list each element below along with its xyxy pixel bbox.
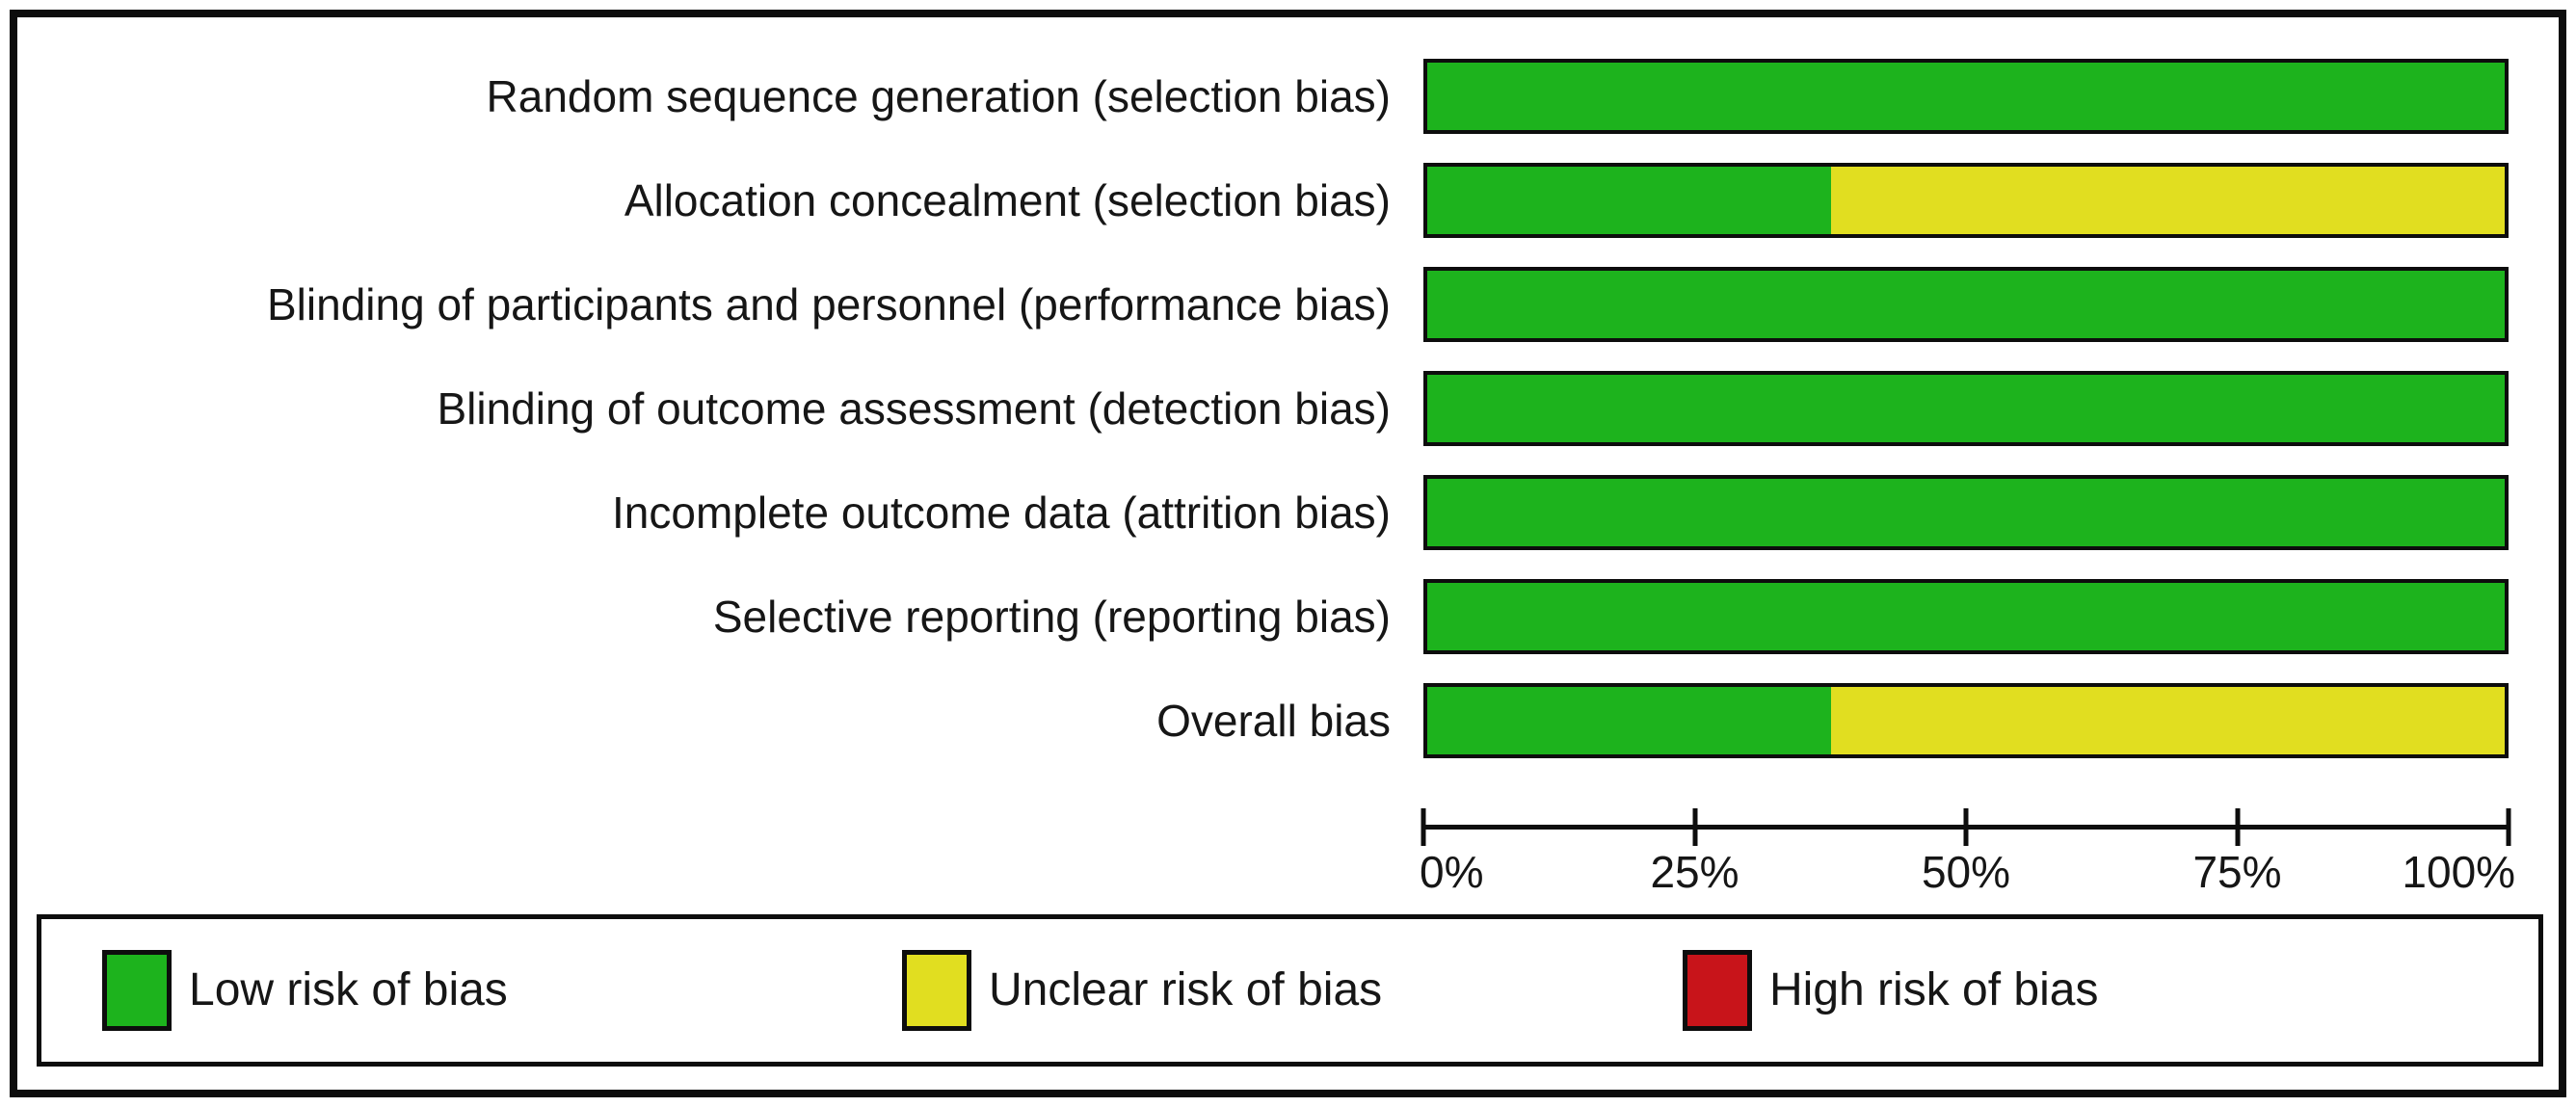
- bar-segment-unclear: [1831, 167, 2505, 234]
- category-label: Incomplete outcome data (attrition bias): [612, 487, 1391, 538]
- bar-chart: Random sequence generation (selection bi…: [17, 17, 2559, 773]
- legend-swatch-unclear: [902, 950, 971, 1031]
- x-axis: 0% 25% 50% 75% 100%: [1420, 773, 2515, 898]
- legend-swatch-low: [102, 950, 172, 1031]
- bar-segment-unclear: [1831, 687, 2505, 754]
- bar-row: Blinding of outcome assessment (detectio…: [17, 356, 2559, 461]
- bar-track: [1423, 371, 2509, 446]
- axis-tick: [1421, 808, 1426, 846]
- bar-row: Selective reporting (reporting bias): [17, 565, 2559, 669]
- axis-tick-label: 75%: [2192, 847, 2282, 897]
- bar-track: [1423, 163, 2509, 238]
- category-label: Blinding of outcome assessment (detectio…: [437, 382, 1391, 434]
- bar-track: [1423, 59, 2509, 134]
- bar-segment-low: [1427, 375, 2505, 442]
- bar-segment-low: [1427, 167, 1832, 234]
- legend-label: Unclear risk of bias: [989, 964, 1383, 1015]
- axis-tick-label: 25%: [1650, 847, 1739, 897]
- bar-row: Random sequence generation (selection bi…: [17, 44, 2559, 148]
- legend-item-unclear: Unclear risk of bias: [902, 919, 1382, 1062]
- category-label: Selective reporting (reporting bias): [712, 591, 1391, 642]
- axis-tick-label: 0%: [1420, 847, 1484, 897]
- legend-label: High risk of bias: [1769, 964, 2099, 1015]
- category-label: Blinding of participants and personnel (…: [267, 278, 1391, 329]
- axis-tick-label: 100%: [2402, 847, 2516, 897]
- category-label: Allocation concealment (selection bias): [624, 174, 1391, 225]
- axis-tick: [2506, 808, 2511, 846]
- bar-segment-low: [1427, 271, 2505, 338]
- legend-item-low: Low risk of bias: [102, 919, 508, 1062]
- axis-tick-label: 50%: [1921, 847, 2011, 897]
- bar-row: Incomplete outcome data (attrition bias): [17, 461, 2559, 565]
- bar-segment-low: [1427, 583, 2505, 650]
- bar-segment-low: [1427, 479, 2505, 546]
- bar-track: [1423, 579, 2509, 654]
- risk-of-bias-figure: Random sequence generation (selection bi…: [10, 10, 2566, 1097]
- bar-row: Overall bias: [17, 669, 2559, 773]
- axis-tick: [1692, 808, 1697, 846]
- category-label: Overall bias: [1156, 695, 1391, 746]
- category-label: Random sequence generation (selection bi…: [486, 70, 1391, 121]
- bar-track: [1423, 267, 2509, 342]
- bar-row: Blinding of participants and personnel (…: [17, 252, 2559, 356]
- bar-row: Allocation concealment (selection bias): [17, 148, 2559, 252]
- bar-segment-low: [1427, 687, 1832, 754]
- bar-track: [1423, 475, 2509, 550]
- axis-tick: [1963, 808, 1969, 846]
- bar-segment-low: [1427, 63, 2505, 130]
- legend-item-high: High risk of bias: [1683, 919, 2098, 1062]
- legend: Low risk of bias Unclear risk of bias High…: [37, 914, 2543, 1067]
- legend-label: Low risk of bias: [189, 964, 508, 1015]
- bar-track: [1423, 683, 2509, 758]
- axis-tick: [2235, 808, 2240, 846]
- legend-swatch-high: [1683, 950, 1752, 1031]
